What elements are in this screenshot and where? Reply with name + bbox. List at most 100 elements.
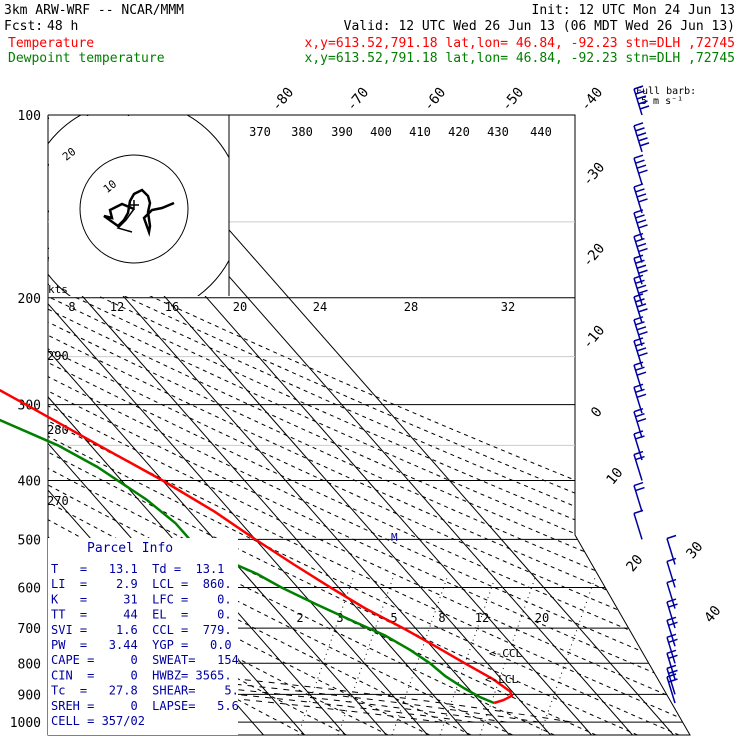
wind-barb — [633, 154, 648, 185]
forecast-label: Fcst: — [4, 19, 43, 34]
barb-flag — [635, 412, 645, 418]
barb-flag — [666, 557, 677, 563]
barb-flag — [633, 316, 644, 321]
barb-flag — [638, 100, 648, 105]
wind-barb — [666, 673, 678, 704]
wind-barb — [633, 85, 650, 116]
parcel-info-title: Parcel Info — [87, 541, 173, 556]
parcel-info-row: CIN = 0 HWBZ= 3565. — [51, 668, 232, 682]
pressure-label-700: 700 — [18, 622, 41, 637]
lcl-marker: <-LCL — [485, 673, 518, 686]
isotherm-label: -60 — [421, 85, 450, 115]
wind-barb — [633, 232, 648, 263]
barb-flag — [635, 214, 645, 219]
parcel-info-row: TT = 44 EL = 0. — [51, 608, 232, 622]
dry-adiabat — [48, 115, 690, 735]
barb-flag — [635, 486, 645, 492]
dry-adiabat — [48, 115, 690, 735]
mixing-ratio-label: 3 — [336, 611, 343, 625]
dry-adiabat — [48, 115, 680, 735]
barb-flag — [636, 193, 647, 198]
barb-flag — [636, 284, 647, 289]
barb-flag — [668, 603, 678, 608]
temperature-station-info: x,y=613.52,791.18 lat,lon= 46.84, -92.23… — [305, 36, 735, 51]
barb-flag — [638, 352, 648, 357]
init-time: Init: 12 UTC Mon 24 Jun 13 — [532, 3, 736, 18]
wind-barb — [633, 183, 648, 214]
pressure-label-900: 900 — [18, 688, 41, 703]
barb-staff — [666, 561, 676, 588]
dry-adiabat — [48, 115, 597, 735]
dewpoint-profile — [0, 418, 495, 705]
full-barb-label: Full barb: — [636, 86, 696, 97]
pressure-label-400: 400 — [18, 475, 41, 490]
isotherm-label: -30 — [580, 160, 609, 190]
barb-flag — [666, 598, 677, 603]
isotherm-label: 20 — [623, 552, 646, 575]
barb-flag — [635, 90, 645, 95]
pressure-label-600: 600 — [18, 581, 41, 596]
barb-flag — [638, 331, 648, 336]
barb-flag — [636, 417, 647, 423]
isotherm-label: 10 — [603, 465, 626, 488]
mixing-ratio-label: 20 — [535, 611, 549, 625]
ccl-marker: <-CCL — [489, 647, 522, 660]
dry-adiabat — [48, 115, 690, 735]
barb-flag — [635, 455, 645, 461]
wind-barb-column — [633, 85, 678, 704]
dry-adiabat — [48, 115, 690, 735]
isotherm — [48, 115, 387, 735]
isotherm-label: -10 — [580, 323, 609, 353]
valid-time: Valid: 12 UTC Wed 26 Jun 13 (06 MDT Wed … — [344, 19, 735, 34]
mixing-ratio-label: 8 — [438, 611, 445, 625]
barb-flag — [636, 264, 647, 269]
barb-flag — [636, 164, 647, 169]
parcel-info-background — [48, 538, 238, 735]
barb-flag — [635, 298, 645, 303]
parcel-info-row: T = 13.1 Td = 13.1 — [51, 562, 224, 576]
barb-flag — [666, 616, 677, 621]
barb-staff — [633, 513, 643, 540]
upper-scale-label: 12 — [110, 300, 124, 314]
pressure-label-200: 200 — [18, 292, 41, 307]
wind-barb — [633, 481, 645, 512]
dry-adiabat — [48, 115, 430, 735]
barb-flag — [633, 293, 644, 298]
barb-flag — [636, 393, 647, 399]
barb-flag — [636, 242, 647, 248]
isotherm-label: -80 — [269, 85, 298, 115]
theta-label: 380 — [291, 125, 313, 139]
parcel-info-panel: Parcel Info T = 13.1 Td = 13.1LI = 2.9 LC… — [48, 538, 239, 735]
wind-barb — [633, 122, 650, 153]
hodograph-trace — [103, 188, 175, 237]
upper-scale-label: 16 — [165, 300, 179, 314]
theta-label: 370 — [249, 125, 271, 139]
theta-label: 440 — [530, 125, 552, 139]
mixing-ratio-label: 12 — [475, 611, 489, 625]
barb-flag — [633, 383, 644, 389]
barb-flag — [668, 621, 678, 626]
parcel-info-row: SVI = 1.6 CCL = 779. — [51, 623, 232, 637]
barb-flag — [633, 209, 644, 214]
barb-flag — [666, 534, 677, 540]
barb-flag — [633, 337, 644, 342]
parcel-info-row: Tc = 27.8 SHEAR= 5. — [51, 684, 239, 698]
wind-barb — [666, 633, 678, 664]
isotherm-label: -40 — [578, 85, 607, 115]
dry-adiabat — [48, 115, 690, 735]
barb-flag — [636, 303, 647, 308]
barb-flag — [638, 137, 648, 142]
barb-staff — [666, 538, 676, 565]
barb-flag — [633, 154, 644, 159]
dry-adiabat — [48, 115, 638, 735]
hodograph-units-label: kts — [48, 283, 68, 296]
barb-staff — [666, 582, 676, 609]
model-title: 3km ARW-WRF -- NCAR/MMM — [4, 3, 184, 18]
hodograph-cell-motion — [116, 208, 135, 233]
mixing-ratio-line — [539, 574, 597, 735]
wind-barb — [633, 361, 647, 392]
barb-flag — [636, 326, 647, 331]
isotherm-label: 40 — [701, 603, 724, 626]
parcel-info-row: CAPE = 0 SWEAT= 154 — [51, 653, 239, 667]
hodograph-box — [49, 116, 229, 296]
